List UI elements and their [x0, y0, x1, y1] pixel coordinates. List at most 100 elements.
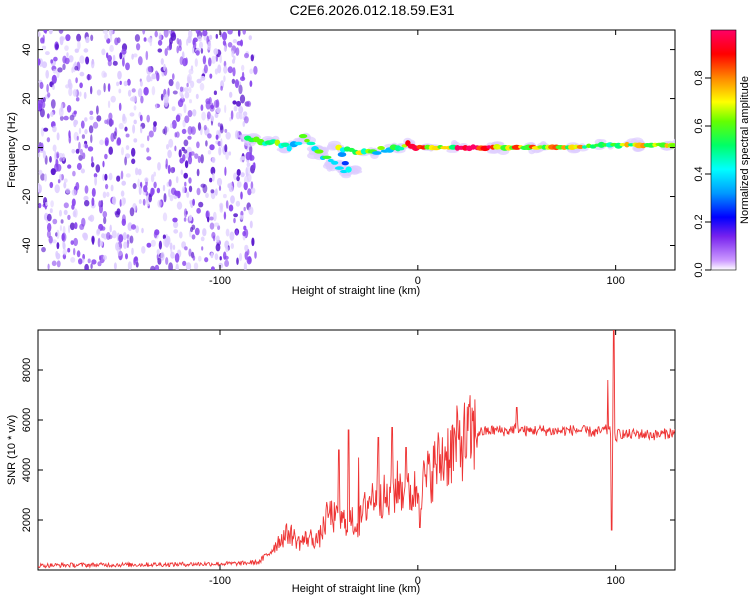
noise-cell — [209, 216, 214, 221]
noise-cell — [179, 231, 183, 239]
noise-cell — [240, 156, 246, 161]
noise-cell — [200, 75, 206, 81]
noise-cell — [79, 223, 85, 230]
noise-cell — [39, 81, 44, 90]
noise-cell — [212, 172, 215, 182]
noise-cell — [146, 74, 151, 83]
noise-cell — [231, 58, 236, 64]
colorbar-label: Normalized spectral amplitude — [739, 76, 750, 224]
noise-cell — [101, 70, 106, 79]
noise-cell — [71, 149, 76, 154]
noise-cell — [188, 86, 192, 94]
noise-cell — [197, 35, 202, 42]
noise-cell — [188, 177, 192, 184]
noise-cell — [205, 140, 208, 147]
noise-cell — [168, 30, 172, 35]
noise-cell — [47, 222, 52, 232]
noise-cell — [150, 239, 156, 247]
noise-cell — [163, 126, 168, 136]
noise-cell — [220, 138, 223, 148]
noise-cell — [215, 99, 220, 109]
noise-cell — [127, 222, 133, 232]
noise-cell — [168, 79, 174, 87]
noise-cell — [51, 74, 57, 84]
noise-cell — [178, 149, 182, 158]
noise-cell — [173, 221, 179, 229]
noise-cell — [62, 248, 67, 256]
noise-cell — [40, 142, 44, 152]
signal-cell — [624, 141, 630, 148]
noise-cell — [156, 72, 160, 82]
noise-cell — [225, 132, 231, 140]
noise-cell — [224, 128, 228, 133]
noise-cell — [219, 206, 224, 213]
noise-cell — [63, 178, 68, 183]
noise-cell — [131, 88, 136, 93]
noise-cell — [39, 108, 45, 118]
noise-cell — [56, 164, 62, 172]
noise-cell — [153, 181, 157, 189]
noise-cell — [167, 164, 171, 174]
noise-cell — [125, 173, 131, 178]
noise-cell — [182, 58, 188, 67]
noise-cell — [220, 85, 223, 91]
noise-cell — [182, 260, 187, 266]
noise-cell — [50, 200, 54, 208]
noise-cell — [151, 86, 156, 96]
noise-cell — [223, 46, 227, 52]
noise-cell — [238, 84, 243, 95]
noise-cell — [214, 68, 218, 75]
noise-cell — [232, 39, 238, 44]
noise-cell — [174, 252, 180, 263]
noise-cell — [121, 197, 126, 206]
noise-cell — [171, 119, 177, 129]
noise-cell — [119, 80, 122, 85]
noise-cell — [227, 183, 231, 188]
noise-cell — [156, 249, 160, 255]
noise-cell — [190, 80, 195, 89]
noise-cell — [183, 103, 187, 114]
noise-cell — [153, 121, 157, 127]
noise-cell — [218, 262, 224, 269]
noise-cell — [105, 183, 109, 190]
noise-cell — [112, 54, 116, 63]
snr-frame — [37, 329, 676, 571]
noise-cell — [229, 117, 232, 122]
noise-cell — [223, 75, 226, 82]
noise-cell — [192, 198, 196, 206]
noise-cell — [175, 131, 180, 138]
colorbar: 0.0 0.2 0.4 0.6 0.8 Normalized spectral ampl… — [693, 29, 750, 278]
noise-cell — [155, 103, 158, 110]
noise-cell — [91, 235, 95, 244]
noise-cell — [207, 41, 212, 51]
noise-cell — [133, 53, 138, 58]
noise-cell — [62, 242, 66, 250]
noise-cell — [130, 224, 137, 230]
noise-cell — [59, 157, 63, 162]
noise-cell — [183, 87, 189, 93]
noise-cell — [145, 50, 149, 61]
noise-cell — [242, 121, 246, 127]
noise-cell — [131, 247, 134, 256]
noise-cell — [207, 133, 212, 139]
noise-cell — [61, 232, 67, 242]
noise-cell — [210, 189, 215, 194]
noise-cell — [125, 153, 131, 159]
y-tick-label: 8000 — [21, 358, 33, 382]
noise-cell — [91, 197, 95, 207]
noise-cell — [46, 83, 49, 93]
noise-cell — [242, 30, 246, 35]
noise-cell — [251, 237, 255, 247]
noise-cell — [179, 86, 184, 92]
noise-cell — [123, 80, 128, 87]
y-tick-label: -40 — [21, 238, 33, 254]
noise-cell — [160, 251, 165, 261]
noise-cell — [121, 48, 127, 55]
noise-cell — [181, 94, 184, 100]
noise-cell — [93, 173, 98, 178]
signal-cell — [298, 134, 308, 139]
noise-cell — [70, 240, 74, 246]
noise-cell — [196, 168, 200, 177]
noise-cell — [76, 250, 81, 258]
noise-cell — [233, 217, 236, 224]
